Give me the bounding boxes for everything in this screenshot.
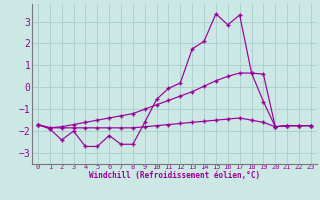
X-axis label: Windchill (Refroidissement éolien,°C): Windchill (Refroidissement éolien,°C): [89, 171, 260, 180]
